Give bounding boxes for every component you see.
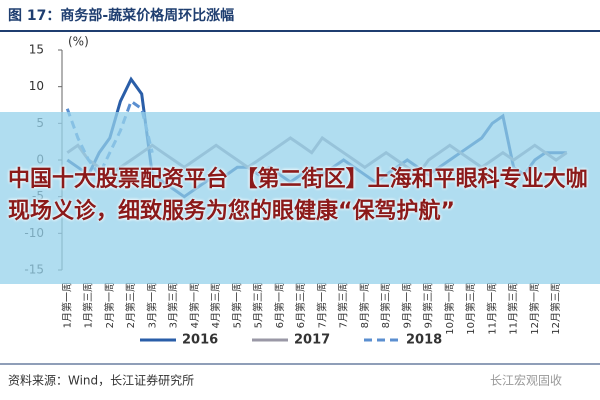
x-tick-label: 6月第一周 — [273, 282, 286, 328]
x-tick-label: 5月第一周 — [230, 282, 243, 328]
x-tick-label: 12月第一周 — [528, 282, 541, 335]
x-tick-label: 2月第三周 — [124, 282, 137, 328]
y-tick-label: 15 — [29, 43, 44, 57]
x-tick-label: 1月第一周 — [60, 282, 73, 328]
x-tick-label: 1月第三周 — [82, 282, 95, 328]
x-tick-label: 11月第一周 — [485, 282, 498, 335]
x-tick-label: 9月第一周 — [400, 282, 413, 328]
x-tick-label: 8月第一周 — [358, 282, 371, 328]
legend-label: 2017 — [294, 333, 330, 348]
x-tick-label: 8月第三周 — [379, 282, 392, 328]
x-tick-label: 2月第一周 — [103, 282, 116, 328]
source: 资料来源：Wind，长江证券研究所 — [8, 373, 194, 388]
x-tick-label: 10月第三周 — [464, 282, 477, 335]
watermark: 长江宏观固收 — [490, 373, 562, 388]
x-tick-label: 7月第一周 — [315, 282, 328, 328]
legend-label: 2018 — [406, 333, 442, 348]
x-tick-label: 12月第三周 — [549, 282, 562, 335]
x-tick-label: 3月第一周 — [145, 282, 158, 328]
y-tick-label: 10 — [29, 79, 44, 93]
x-tick-label: 3月第三周 — [167, 282, 180, 328]
x-tick-label: 11月第三周 — [507, 282, 520, 335]
x-tick-label: 9月第三周 — [422, 282, 435, 328]
chart-title: 图 17：商务部-蔬菜价格周环比涨幅 — [8, 7, 234, 24]
x-tick-label: 10月第一周 — [443, 282, 456, 335]
x-tick-label: 4月第三周 — [209, 282, 222, 328]
x-tick-label: 5月第三周 — [252, 282, 265, 328]
banner-text: 中国十大股票配资平台 【第二街区】上海和平眼科专业大咖现场义诊，细致服务为您的眼… — [8, 167, 588, 224]
y-axis-label: (%) — [68, 35, 89, 49]
x-tick-label: 7月第三周 — [337, 282, 350, 328]
x-tick-label: 4月第一周 — [188, 282, 201, 328]
legend-label: 2016 — [182, 333, 218, 348]
banner: 中国十大股票配资平台 【第二街区】上海和平眼科专业大咖现场义诊，细致服务为您的眼… — [0, 112, 600, 284]
x-tick-label: 6月第三周 — [294, 282, 307, 328]
